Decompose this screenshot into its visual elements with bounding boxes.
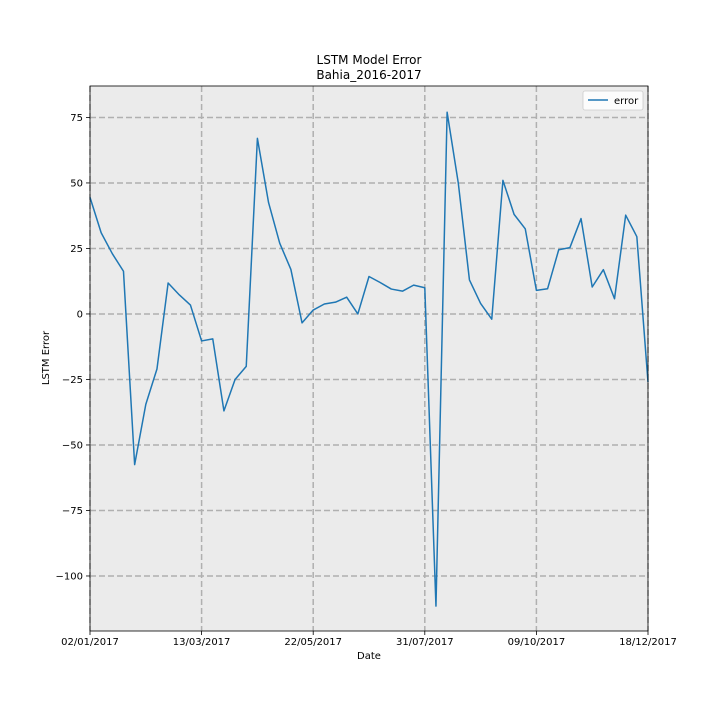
series-lines [89, 111, 649, 607]
y-tick-label: 50 [70, 178, 83, 189]
x-tick-label: 02/01/2017 [61, 637, 119, 648]
y-tick-label: −50 [62, 440, 83, 451]
x-axis-label: Date [357, 651, 381, 662]
y-axis: 75 50 25 0 −25 −50 −75 −100 [56, 113, 90, 582]
series-line-error [89, 111, 649, 607]
y-tick-label: −100 [56, 571, 83, 582]
y-tick-label: 0 [77, 309, 83, 320]
y-tick-label: 25 [70, 244, 83, 255]
y-tick-label: −25 [62, 375, 83, 386]
y-tick-label: 75 [70, 113, 83, 124]
x-tick-label: 09/10/2017 [508, 637, 566, 648]
x-tick-label: 18/12/2017 [619, 637, 677, 648]
legend-label: error [614, 96, 639, 107]
x-axis: 02/01/2017 13/03/2017 22/05/2017 31/07/2017… [61, 631, 677, 648]
legend: error [582, 90, 644, 111]
x-tick-label: 22/05/2017 [284, 637, 342, 648]
chart-subtitle: Bahia_2016-2017 [316, 68, 422, 82]
x-tick-label: 31/07/2017 [396, 637, 454, 648]
chart-title: LSTM Model Error [316, 53, 422, 67]
y-tick-label: −75 [62, 506, 83, 517]
legend-box [582, 90, 644, 111]
y-axis-label: LSTM Error [41, 330, 52, 385]
x-tick-label: 13/03/2017 [173, 637, 231, 648]
plot-area [90, 86, 648, 631]
plot-frame [89, 85, 649, 632]
